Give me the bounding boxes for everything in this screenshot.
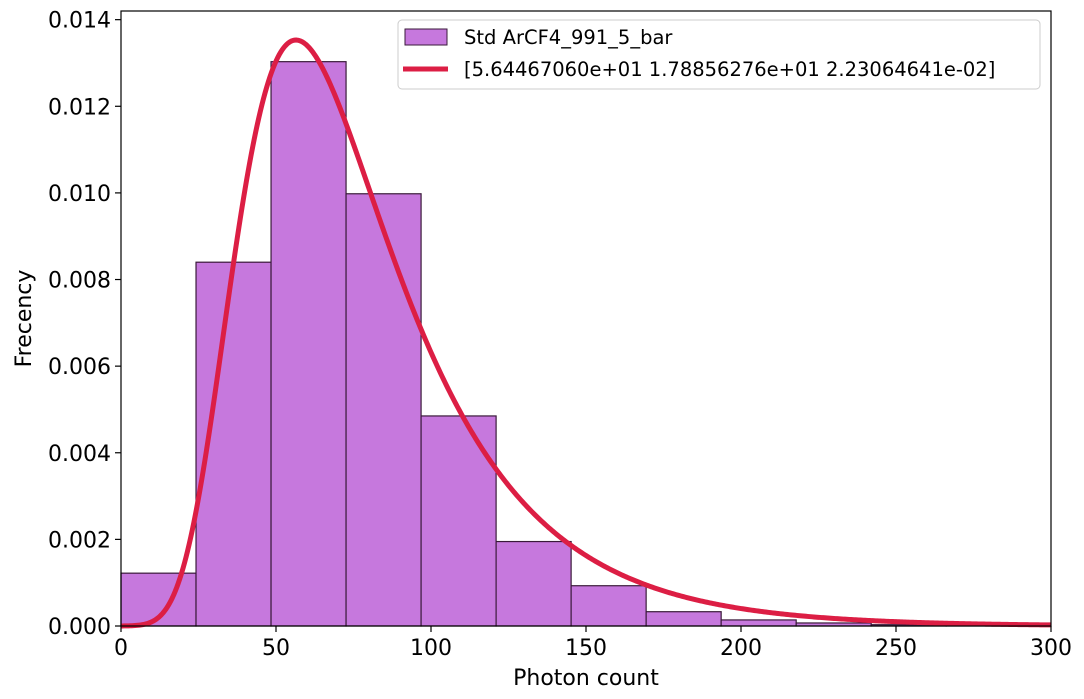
x-axis-ticks: 0 50 100 150 200 250 300 [114, 626, 1072, 661]
y-tick-label: 0.002 [48, 528, 111, 553]
y-tick-label: 0.010 [48, 182, 111, 207]
histogram-bar [720, 619, 797, 627]
y-tick-label: 0.008 [48, 269, 111, 294]
y-axis-label: Frecency [12, 270, 37, 368]
histogram-bar [495, 540, 572, 627]
histogram-bar [270, 61, 347, 627]
y-tick-label: 0.006 [48, 355, 111, 380]
y-axis-ticks: 0.000 0.002 0.004 0.006 0.008 0.010 0.012 0.014 [48, 9, 121, 640]
y-tick-label: 0.004 [48, 442, 111, 467]
x-tick-label: 150 [565, 636, 607, 661]
x-axis-label: Photon count [513, 666, 659, 691]
histogram-bar [570, 585, 647, 627]
x-tick-label: 0 [114, 636, 128, 661]
histogram-bar [345, 193, 422, 627]
x-tick-label: 250 [875, 636, 917, 661]
histogram-bar [420, 415, 497, 627]
x-tick-label: 50 [262, 636, 290, 661]
histogram-bars [120, 61, 1022, 627]
x-tick-label: 200 [720, 636, 762, 661]
fit-curve [120, 37, 1052, 629]
x-tick-label: 100 [410, 636, 452, 661]
y-tick-label: 0.012 [48, 95, 111, 120]
histogram-bar [645, 611, 722, 627]
y-tick-label: 0.014 [48, 9, 111, 34]
legend: Std ArCF4_991_5_bar [5.64467060e+01 1.78… [397, 19, 1041, 90]
x-tick-label: 300 [1030, 636, 1072, 661]
legend-label-histogram: Std ArCF4_991_5_bar [464, 26, 673, 49]
legend-box [397, 19, 1041, 90]
legend-label-fit: [5.64467060e+01 1.78856276e+01 2.2306464… [464, 58, 995, 81]
y-tick-label: 0.000 [48, 615, 111, 640]
legend-swatch-histogram [404, 28, 448, 46]
